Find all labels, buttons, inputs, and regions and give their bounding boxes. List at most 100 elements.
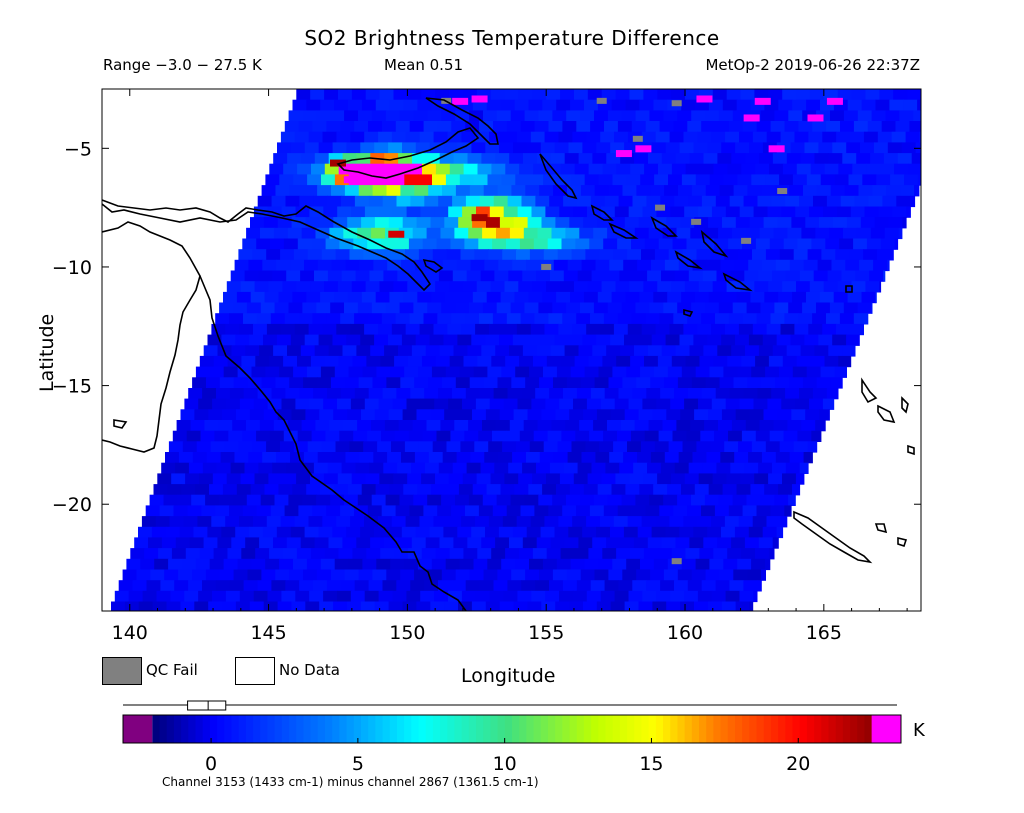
heatmap-cell <box>630 548 645 560</box>
heatmap-cell <box>692 452 707 464</box>
heatmap-cell <box>760 110 776 122</box>
heatmap-cell <box>372 569 387 581</box>
heatmap-cell <box>560 163 576 175</box>
heatmap-cell <box>306 558 322 571</box>
heatmap-cell <box>917 99 921 111</box>
heatmap-cell <box>273 420 289 432</box>
coastlines <box>102 97 915 611</box>
heatmap-cell <box>253 398 269 410</box>
heatmap-cell <box>884 227 900 240</box>
heatmap-cell <box>507 388 522 400</box>
heatmap-cell <box>439 153 455 165</box>
heatmap-cell <box>334 99 349 111</box>
heatmap-cell <box>348 366 364 378</box>
heatmap-cell <box>199 548 215 560</box>
heatmap-cell <box>694 217 709 229</box>
heatmap-cell <box>543 366 558 378</box>
heatmap-cell <box>523 153 538 165</box>
heatmap-cell <box>248 452 263 464</box>
heatmap-cell <box>506 121 522 133</box>
heatmap-cell <box>195 366 211 378</box>
heatmap-cell <box>593 612 608 623</box>
heatmap-cell <box>473 366 489 378</box>
heatmap-cell <box>643 548 659 560</box>
heatmap-cell <box>635 110 651 122</box>
heatmap-cell <box>701 121 716 133</box>
heatmap-cell <box>166 601 181 611</box>
heatmap-cell <box>665 334 681 346</box>
heatmap-cell <box>841 270 856 282</box>
heatmap-cell <box>507 195 523 208</box>
heatmap-cell <box>233 569 249 581</box>
heatmap-cell <box>481 345 496 357</box>
heatmap-cell <box>494 270 509 282</box>
heatmap-cell <box>767 206 782 218</box>
heatmap-cell <box>289 185 304 197</box>
heatmap-cell <box>793 249 809 261</box>
heatmap-cell <box>838 163 853 175</box>
heatmap-cell <box>313 580 328 592</box>
heatmap-cell <box>388 217 404 229</box>
heatmap-cell <box>791 217 806 229</box>
heatmap-cell <box>693 334 708 346</box>
heatmap-cell <box>252 441 267 453</box>
heatmap-cell <box>367 430 382 442</box>
heatmap-cell <box>527 409 542 421</box>
heatmap-cell <box>597 484 613 496</box>
colorbar-segment <box>778 715 786 743</box>
heatmap-cell <box>267 590 282 603</box>
heatmap-cell <box>430 217 445 229</box>
heatmap-cell <box>760 302 775 314</box>
heatmap-cell <box>513 142 528 154</box>
heatmap-cell <box>811 430 822 442</box>
heatmap-cell <box>461 131 476 143</box>
colorbar-segment <box>562 715 571 743</box>
heatmap-cell <box>502 323 518 336</box>
heatmap-cell <box>941 110 949 121</box>
heatmap-cell <box>600 590 616 603</box>
heatmap-cell <box>714 505 730 517</box>
heatmap-cell <box>426 612 441 623</box>
heatmap-cell <box>575 238 590 250</box>
heatmap-cell <box>846 217 862 229</box>
heatmap-cell <box>297 430 313 442</box>
heatmap-cell <box>718 494 734 506</box>
heatmap-cell <box>495 420 511 432</box>
heatmap-cell <box>472 99 488 111</box>
heatmap-cell <box>394 430 410 442</box>
heatmap-cell <box>222 484 238 496</box>
heatmap-cell <box>552 302 567 314</box>
heatmap-cell <box>307 366 322 378</box>
heatmap-cell <box>448 590 463 603</box>
heatmap-cell <box>866 238 882 250</box>
heatmap-cell <box>637 259 652 272</box>
heatmap-cell <box>826 195 842 208</box>
heatmap-cell <box>769 238 785 250</box>
heatmap-cell <box>317 452 333 464</box>
heatmap-cell <box>144 548 159 560</box>
heatmap-cell <box>728 313 744 325</box>
heatmap-cell <box>388 601 404 611</box>
heatmap-cell <box>411 270 426 282</box>
heatmap-cell <box>625 99 641 111</box>
colorbar-segment <box>209 715 218 743</box>
high-value-pixel <box>768 145 785 153</box>
heatmap-cell <box>436 238 452 250</box>
heatmap-cell <box>316 569 332 581</box>
heatmap-cell <box>830 377 843 389</box>
heatmap-cell <box>219 494 234 506</box>
heatmap-cell <box>243 580 259 592</box>
heatmap-cell <box>640 366 655 378</box>
y-tick-label: −10 <box>52 257 92 279</box>
heatmap-cell <box>680 601 695 611</box>
heatmap-cell <box>645 505 660 517</box>
heatmap-cell <box>281 398 296 410</box>
heatmap-cell <box>438 195 453 208</box>
heatmap-cell <box>421 548 437 560</box>
heatmap-cell <box>814 153 829 165</box>
heatmap-cell <box>387 526 403 539</box>
heatmap-cell <box>917 174 921 186</box>
heatmap-cell <box>711 590 727 603</box>
heatmap-cell <box>714 430 729 442</box>
heatmap-cell <box>452 270 468 282</box>
